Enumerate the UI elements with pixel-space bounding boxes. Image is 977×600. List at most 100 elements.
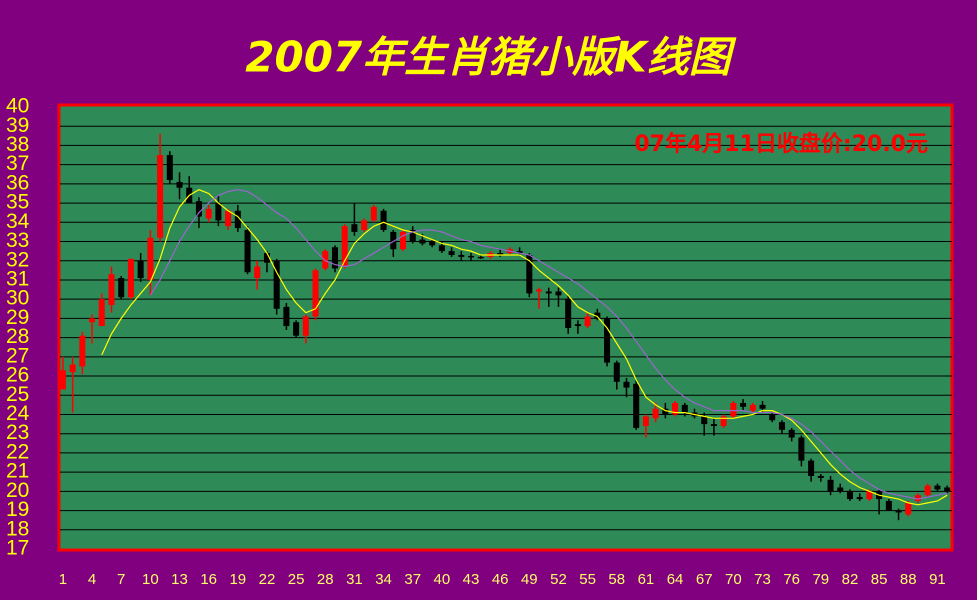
y-tick-label: 38 bbox=[6, 133, 29, 156]
candle-body bbox=[749, 404, 756, 411]
candle-body bbox=[419, 239, 426, 244]
y-tick-label: 18 bbox=[6, 517, 29, 540]
x-tick-label: 22 bbox=[259, 571, 276, 588]
x-tick-label: 64 bbox=[667, 571, 684, 588]
candle-body bbox=[59, 370, 66, 390]
candle-body bbox=[905, 502, 912, 515]
candle-body bbox=[127, 258, 134, 298]
candle-body bbox=[89, 318, 96, 323]
y-tick-label: 19 bbox=[6, 498, 29, 521]
candle-body bbox=[633, 383, 640, 428]
candle-body bbox=[516, 251, 523, 254]
y-tick-label: 22 bbox=[6, 440, 29, 463]
ma-line bbox=[149, 189, 948, 500]
x-tick-label: 61 bbox=[638, 571, 655, 588]
candle-body bbox=[380, 210, 387, 230]
x-tick-label: 76 bbox=[783, 571, 800, 588]
candle-body bbox=[254, 266, 261, 279]
y-tick-label: 33 bbox=[6, 229, 29, 252]
candle-body bbox=[234, 210, 241, 229]
candle-body bbox=[263, 253, 270, 263]
candle-body bbox=[914, 495, 922, 501]
candle-body bbox=[604, 318, 611, 363]
candle-body bbox=[283, 306, 290, 327]
candle-body bbox=[176, 181, 183, 188]
annotation: 07年4月11日收盘价:20.0元 bbox=[634, 131, 928, 157]
y-tick-label: 40 bbox=[6, 95, 29, 118]
x-tick-label: 67 bbox=[696, 571, 713, 588]
candle-body bbox=[477, 256, 484, 259]
candle-body bbox=[205, 208, 212, 219]
candle-body bbox=[399, 231, 407, 250]
candle-body bbox=[672, 402, 679, 415]
candle-body bbox=[166, 155, 173, 181]
x-tick-label: 25 bbox=[288, 571, 305, 588]
candle-body bbox=[565, 299, 572, 328]
candle-body bbox=[312, 270, 319, 317]
ma-line bbox=[101, 188, 948, 506]
candle-body bbox=[788, 429, 795, 438]
candle-body bbox=[108, 274, 115, 305]
candle-body bbox=[390, 231, 397, 250]
x-tick-label: 31 bbox=[346, 571, 363, 588]
candle-body bbox=[934, 485, 941, 490]
candle-body bbox=[594, 312, 601, 319]
plot-area bbox=[57, 103, 954, 552]
y-tick-label: 29 bbox=[6, 306, 29, 329]
x-tick-label: 43 bbox=[463, 571, 480, 588]
candle-body bbox=[244, 229, 251, 273]
candle-body bbox=[555, 291, 562, 296]
candle-body bbox=[866, 491, 873, 500]
candle-body bbox=[341, 226, 348, 267]
candle-body bbox=[458, 254, 465, 257]
x-tick-label: 79 bbox=[812, 571, 829, 588]
chart-title: 2007年生肖猪小版K线图 bbox=[245, 33, 736, 82]
candle-body bbox=[837, 487, 844, 492]
candle-body bbox=[827, 479, 834, 492]
candle-body bbox=[808, 460, 815, 476]
candle-body bbox=[302, 316, 309, 336]
x-tick-label: 91 bbox=[929, 571, 946, 588]
candle-body bbox=[759, 404, 766, 409]
x-tick-label: 73 bbox=[754, 571, 771, 588]
candle-body bbox=[225, 210, 232, 227]
y-tick-label: 34 bbox=[6, 210, 30, 233]
x-tick-label: 40 bbox=[434, 571, 451, 588]
x-tick-label: 85 bbox=[871, 571, 888, 588]
y-tick-label: 31 bbox=[6, 268, 29, 291]
x-tick-label: 55 bbox=[579, 571, 596, 588]
y-tick-label: 32 bbox=[6, 248, 29, 271]
y-tick-label: 25 bbox=[6, 383, 29, 406]
candle-body bbox=[720, 416, 727, 427]
candle-body bbox=[157, 155, 164, 238]
candle-body bbox=[536, 289, 543, 292]
candle-body bbox=[448, 251, 455, 255]
x-tick-label: 16 bbox=[200, 571, 217, 588]
candle-body bbox=[944, 487, 951, 492]
candle-body bbox=[468, 255, 475, 258]
y-tick-label: 20 bbox=[6, 479, 29, 502]
candle-body bbox=[331, 247, 338, 269]
candle-body bbox=[846, 491, 853, 500]
x-tick-label: 70 bbox=[725, 571, 742, 588]
candle-body bbox=[98, 299, 105, 327]
y-tick-label: 23 bbox=[6, 421, 29, 444]
candle-body bbox=[642, 416, 649, 427]
x-tick-label: 58 bbox=[608, 571, 625, 588]
candle-body bbox=[613, 362, 620, 382]
candle-body bbox=[885, 500, 892, 511]
x-tick-label: 49 bbox=[521, 571, 538, 588]
y-tick-label: 39 bbox=[6, 114, 29, 137]
y-tick-label: 17 bbox=[6, 537, 29, 560]
x-tick-label: 1 bbox=[59, 571, 67, 588]
x-tick-label: 7 bbox=[117, 571, 125, 588]
candle-body bbox=[370, 206, 377, 221]
candle-body bbox=[652, 408, 659, 419]
candle-body bbox=[322, 251, 329, 269]
candle-body bbox=[778, 422, 785, 430]
y-tick-label: 28 bbox=[6, 325, 29, 348]
x-tick-label: 10 bbox=[142, 571, 159, 588]
y-tick-label: 24 bbox=[6, 402, 30, 425]
candle-body bbox=[740, 402, 747, 407]
